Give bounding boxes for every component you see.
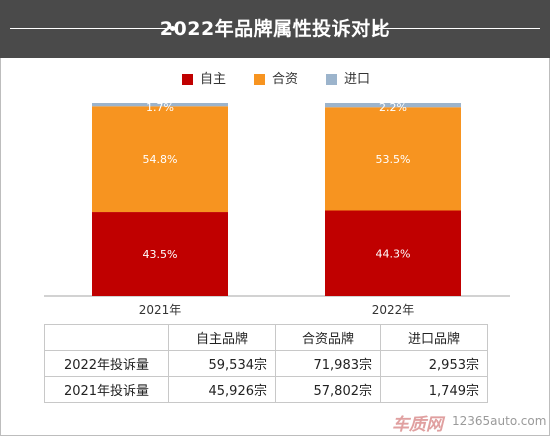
table-header-cell — [44, 324, 169, 351]
table-cell: 2,953宗 — [380, 350, 488, 377]
stacked-bar-chart: 43.5% 54.8% 1.7% 2021年 44.3% 53.5% 2.2% 2022年 — [44, 101, 510, 317]
table-header-row: 自主品牌 合资品牌 进口品牌 — [44, 324, 488, 351]
bar-segment — [92, 212, 228, 296]
legend-label-domestic: 自主 — [200, 72, 227, 87]
bar-segment — [325, 107, 461, 211]
banner-dot-right — [374, 26, 379, 31]
legend-swatch-import — [326, 74, 337, 85]
table-row: 2022年投诉量 59,534宗 71,983宗 2,953宗 — [44, 350, 488, 377]
data-label: 53.5% — [376, 153, 411, 166]
table-header-cell: 合资品牌 — [275, 324, 381, 351]
x-tick-label: 2022年 — [372, 303, 415, 317]
data-label: 44.3% — [376, 247, 411, 260]
legend-swatch-joint — [254, 74, 265, 85]
data-label: 1.7% — [146, 101, 174, 114]
table-cell: 71,983宗 — [275, 350, 381, 377]
table-cell: 57,802宗 — [275, 376, 381, 403]
table-row: 2021年投诉量 45,926宗 57,802宗 1,749宗 — [44, 376, 488, 403]
chart-title: 2022年品牌属性投诉对比 — [159, 18, 391, 40]
legend-swatch-domestic — [182, 74, 193, 85]
table-cell: 1,749宗 — [380, 376, 488, 403]
legend-label-joint: 合资 — [272, 72, 299, 87]
banner-dot-left — [170, 26, 175, 31]
table-header-cell: 自主品牌 — [168, 324, 276, 351]
table-cell: 2021年投诉量 — [44, 376, 169, 403]
watermark: 车质网 12365auto.com — [392, 410, 546, 435]
banner-line-right — [378, 28, 540, 29]
bar-segment — [92, 106, 228, 213]
legend-label-import: 进口 — [344, 72, 371, 87]
banner-line-left — [10, 28, 170, 29]
complaint-table: 自主品牌 合资品牌 进口品牌 2022年投诉量 59,534宗 71,983宗 … — [44, 324, 488, 403]
bar-segment — [325, 103, 461, 108]
data-label: 54.8% — [143, 153, 178, 166]
data-label: 43.5% — [143, 248, 178, 261]
title-banner: 2022年品牌属性投诉对比 — [0, 0, 550, 58]
legend: 自主 合资 进口 — [0, 72, 550, 88]
bar-segment — [325, 210, 461, 296]
table-cell: 45,926宗 — [168, 376, 276, 403]
table-header-cell: 进口品牌 — [380, 324, 488, 351]
table-cell: 2022年投诉量 — [44, 350, 169, 377]
data-label: 2.2% — [379, 101, 407, 114]
bar-segment — [92, 103, 228, 107]
x-tick-label: 2021年 — [139, 303, 182, 317]
watermark-logo: 车质网 — [392, 415, 443, 435]
watermark-url: 12365auto.com — [452, 414, 547, 428]
table-cell: 59,534宗 — [168, 350, 276, 377]
